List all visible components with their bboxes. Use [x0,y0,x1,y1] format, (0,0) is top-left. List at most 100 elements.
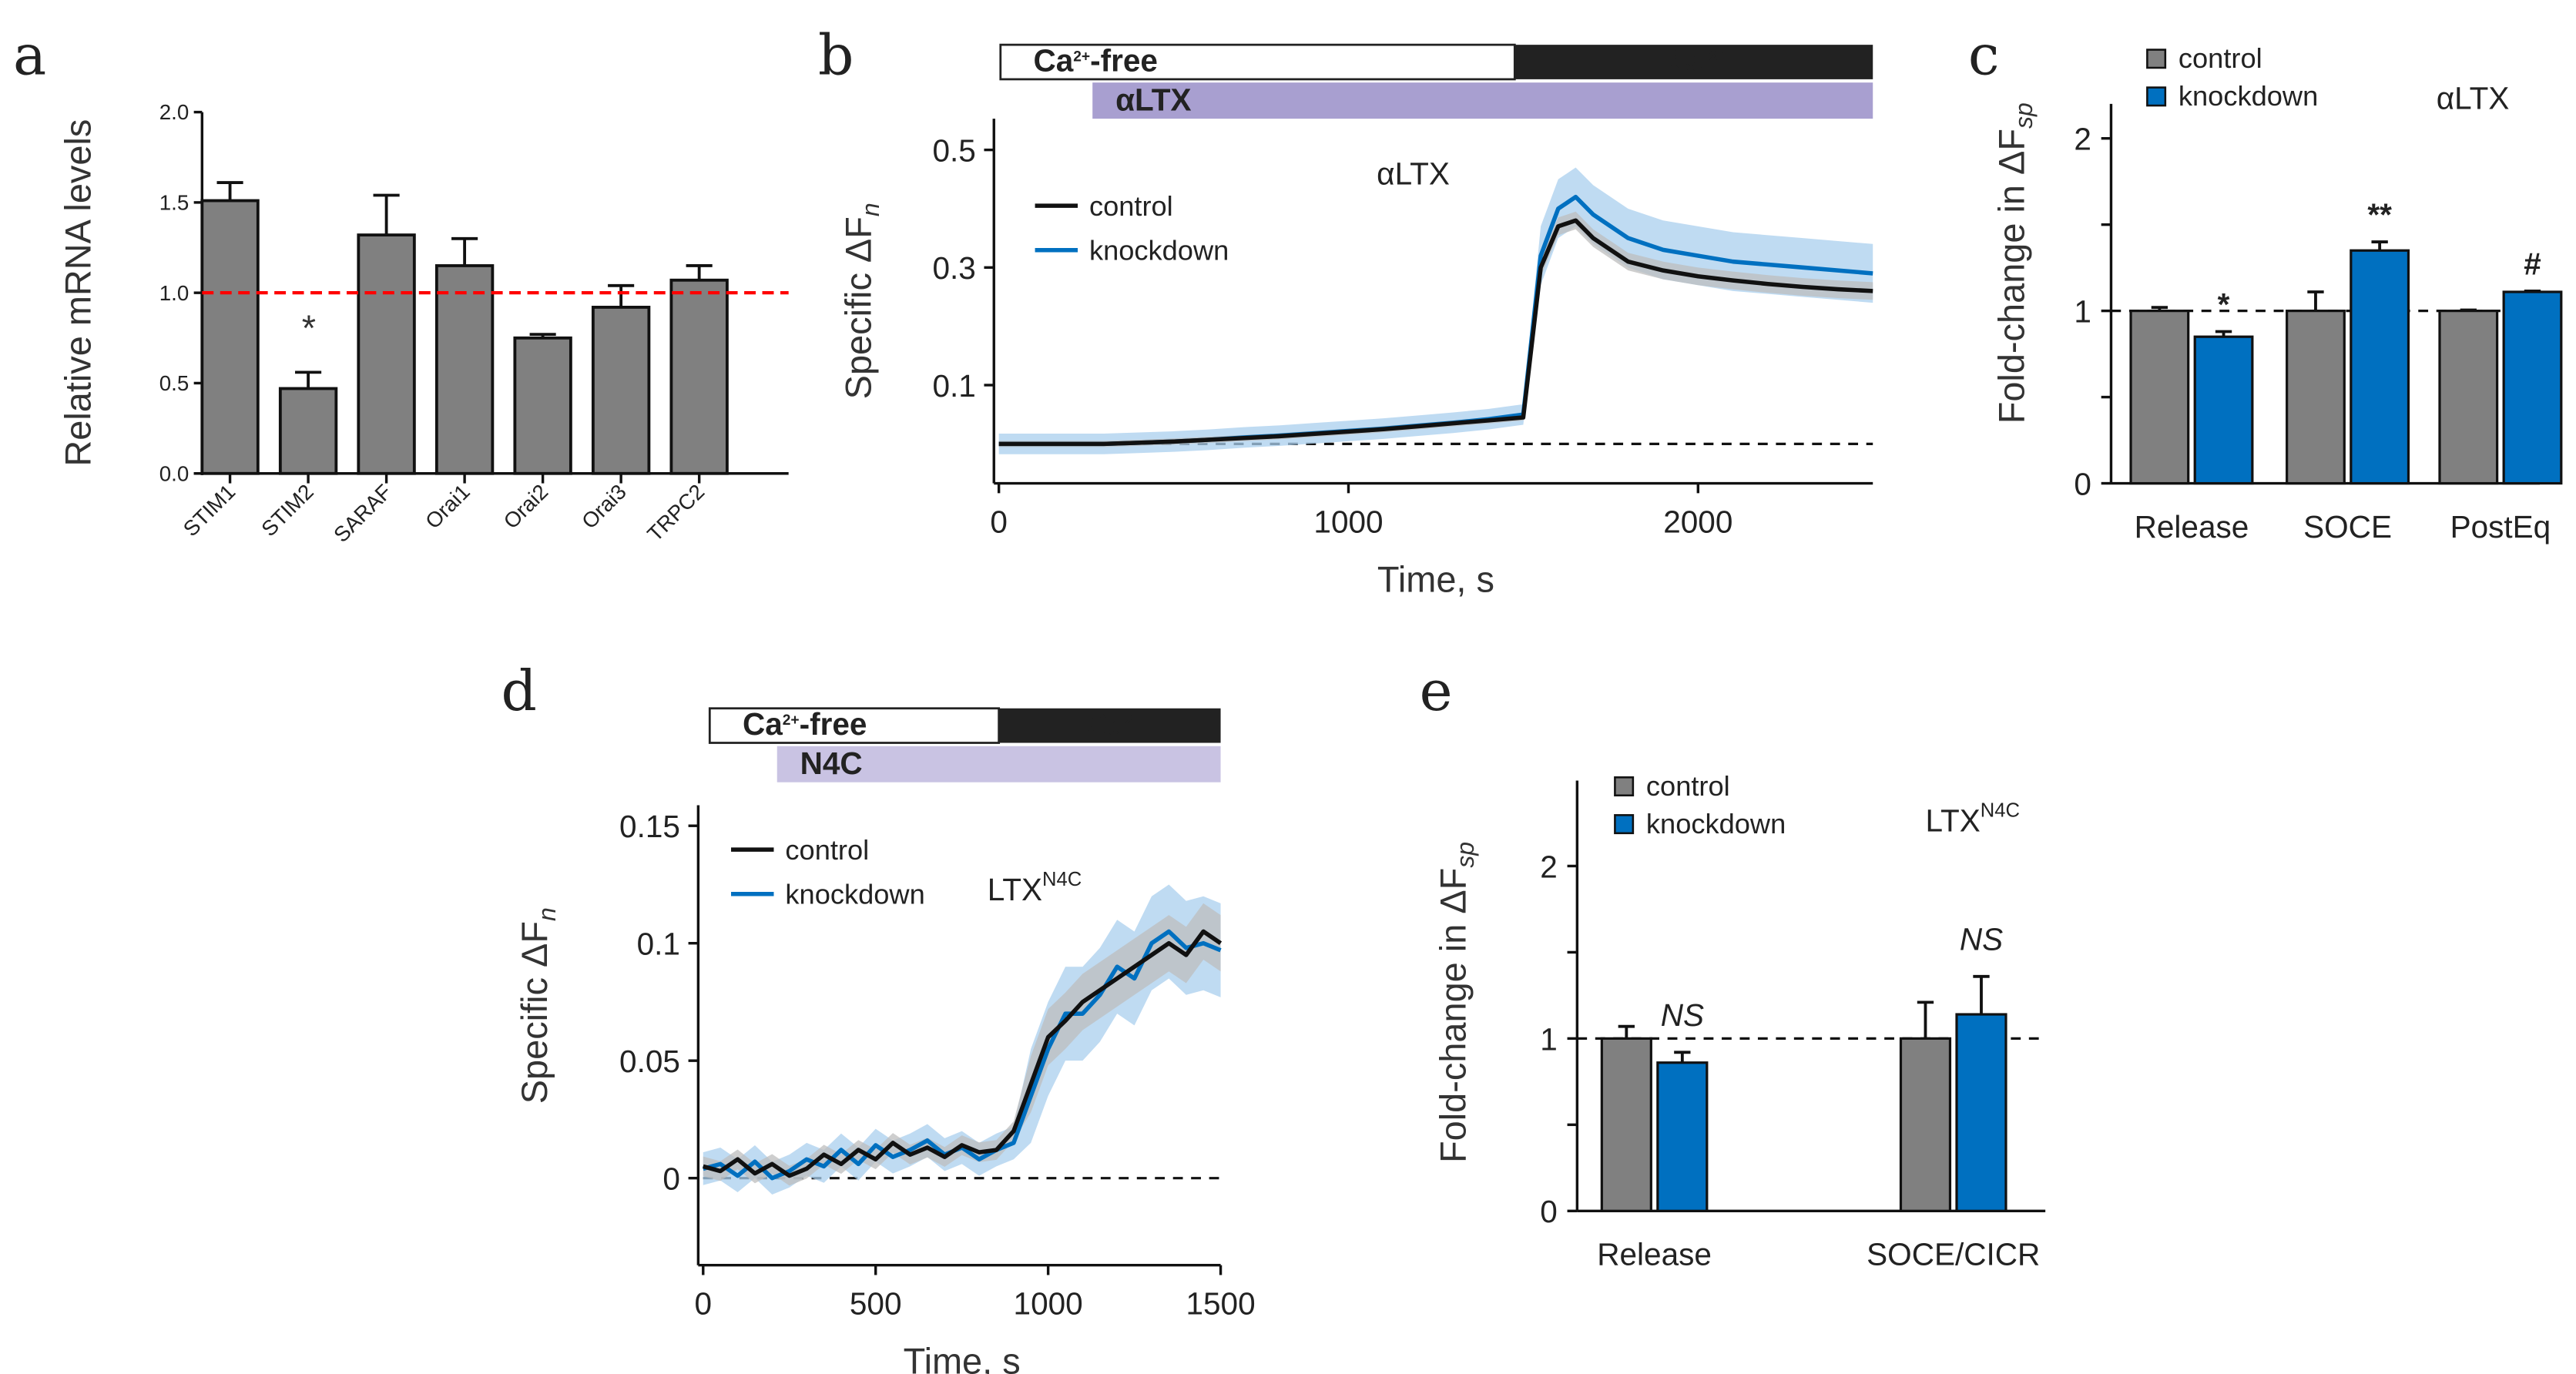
chart-title: αLTX [2437,80,2510,116]
y-axis-title-sub: n [533,907,561,921]
x-tick-label: Release [1597,1237,1712,1272]
y-axis-title: Specific ΔFn [515,907,561,1104]
bar-Orai1 [434,264,495,475]
panel-letter-b: b [818,24,854,89]
ca-charge-sup: 2+ [1073,49,1090,65]
legend-label-knockdown: knockdown [785,879,924,910]
y-tick-label: 0.05 [619,1044,680,1079]
chart-layer: 0.0 0.5 1.0 1.5 2.0 Relative mRNA levels STIM1… [58,42,2563,1374]
calcium-free-period [999,43,1516,81]
chart-title-main: αLTX [1377,156,1450,191]
y-tick-label: 0.5 [932,133,975,169]
y-tick-label: 0.3 [932,250,975,286]
x-tick-label: 0 [695,1286,713,1322]
legend-swatch-knockdown [2146,86,2167,107]
x-tick-label: Release [2135,509,2249,545]
x-tick-label: Orai1 [421,480,475,534]
y-axis-title-main: Specific ΔF [838,216,878,399]
bar-knockdown-SOCE [2350,249,2410,485]
significance-marker: NS [1661,997,1704,1033]
y-axis-title-main: Specific ΔF [515,921,555,1104]
sem-band-knockdown [998,167,1873,454]
significance-marker: * [2218,287,2230,322]
calcium-period [998,708,1221,743]
ca-text: Ca [1085,706,1125,742]
bar-STIM2 [278,387,338,475]
ca-charge-sup: 2+ [783,712,800,729]
sem-band-control [998,211,1873,447]
bar-Orai2 [513,336,572,475]
calcium-label: Ca2+ [1085,706,1142,742]
bar-knockdown-PostEq [2502,290,2563,485]
significance-marker: # [2524,246,2541,282]
x-tick-label: Orai2 [499,480,553,534]
legend-swatch-knockdown [1614,814,1635,835]
y-tick-label: 1 [1540,1021,1558,1057]
bar-TRPC2 [669,278,729,475]
x-tick-label: SOCE/CICR [1867,1237,2040,1272]
bar-STIM1 [200,199,260,475]
calcium-label: Ca2+ [1669,42,1726,78]
y-axis-title: Specific ΔFn [838,203,884,399]
legend-label-control: control [785,834,869,866]
x-tick-label: STIM2 [257,480,318,541]
series-line-control [703,929,1223,1178]
chart-title-sup: N4C [1042,869,1082,890]
chart-title-sup: N4C [1981,799,2020,821]
bar-control-Release [1600,1037,1652,1212]
x-tick-label: SARAF [329,480,396,547]
y-tick-label: 1.0 [159,281,190,305]
y-tick-label: 0.0 [159,461,190,485]
y-axis-title-sub: sp [2010,102,2038,129]
bar-SARAF [357,233,416,475]
x-tick-label: SOCE [2303,509,2392,545]
y-axis-title: Relative mRNA levels [58,119,98,467]
calcium-period [1514,45,1873,79]
ca-charge-sup: 2+ [1709,49,1726,65]
legend-swatch-control [2146,49,2167,69]
chart-title: LTXN4C [1925,799,2019,838]
toxin-period [1092,82,1873,119]
legend-label-control: control [1089,190,1173,222]
calcium-free-period [708,707,1001,744]
chart-title: LTXN4C [988,869,1082,907]
chart-title-main: LTX [1925,803,1980,839]
legend-label-control: control [2179,42,2262,74]
bar-Orai3 [591,306,651,475]
x-tick-label: PostEq [2450,509,2551,545]
x-tick-label: 1000 [1014,1286,1083,1322]
y-axis-title: Fold-change in ΔFsp [1433,842,1479,1163]
toxin-period [776,746,1221,783]
bar-knockdown-SOCE/CICR [1955,1013,2007,1212]
calcium-free-label: Ca2+-free [1033,42,1158,78]
x-tick-label: 1000 [1313,504,1383,540]
y-tick-label: 2 [1540,849,1558,884]
bar-control-SOCE [2286,310,2346,485]
ca-text: Ca [743,706,783,742]
x-tick-label: Orai3 [577,480,631,534]
free-suffix: -free [800,706,867,742]
free-suffix: -free [1090,42,1158,78]
x-axis-title: Time, s [904,1341,1021,1374]
y-tick-label: 0.15 [619,809,680,844]
significance-marker: ** [2367,197,2392,233]
y-tick-label: 1.5 [159,190,190,214]
legend-label-knockdown: knockdown [1646,808,1786,839]
y-axis-title-sub: n [857,203,884,216]
sem-band-control [703,903,1221,1186]
legend-label-control: control [1646,770,1730,802]
legend-label-knockdown: knockdown [2179,80,2318,112]
bar-control-PostEq [2438,310,2499,485]
panel-letter-a: a [13,24,46,89]
ca-charge-sup: 2+ [1125,712,1142,729]
toxin-label: N4C [800,746,863,781]
x-axis-title: Time, s [1377,559,1494,599]
sem-band-knockdown [703,884,1221,1195]
bar-knockdown-Release [1656,1061,1709,1212]
bar-control-SOCE/CICR [1899,1037,1952,1212]
chart-title: αLTX [1377,156,1450,191]
y-axis-title: Fold-change in ΔFsp [1991,102,2038,424]
series-line-control [998,218,1873,447]
x-tick-label: 1500 [1186,1286,1255,1322]
